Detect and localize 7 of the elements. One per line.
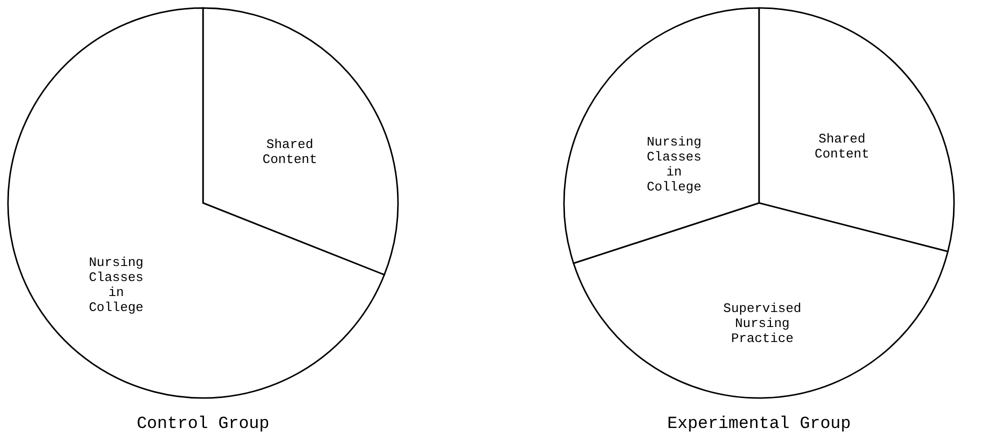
slice-label: Supervised Nursing Practice (723, 300, 802, 346)
slice-label: Nursing Classes in College (88, 255, 144, 316)
slice-label: Shared Content (262, 136, 318, 167)
slice-label: Shared Content (814, 132, 870, 162)
slice-label: Nursing Classes in College (646, 134, 702, 194)
text: Experimental Group (667, 415, 851, 434)
text: Control Group (136, 415, 270, 434)
